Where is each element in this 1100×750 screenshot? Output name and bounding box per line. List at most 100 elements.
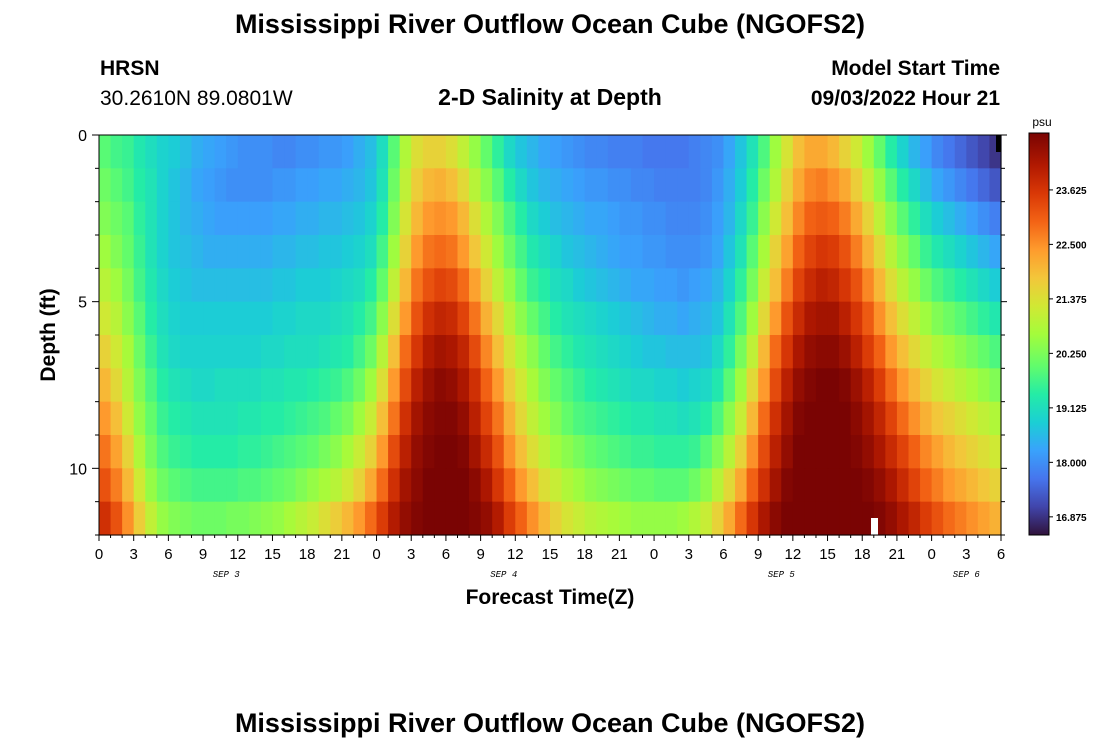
- heat-cell: [295, 268, 308, 303]
- second-chart-title: Mississippi River Outflow Ocean Cube (NG…: [234, 708, 866, 738]
- heat-cell: [862, 135, 875, 169]
- heat-cell: [943, 401, 956, 436]
- heat-cell: [619, 401, 632, 436]
- heat-cell: [584, 301, 597, 336]
- heat-cell: [977, 468, 991, 503]
- heat-cell: [480, 168, 493, 203]
- heat-cell: [284, 435, 297, 469]
- heat-cell: [781, 168, 794, 203]
- heat-cell: [156, 201, 169, 236]
- heat-cell: [399, 435, 412, 469]
- heat-cell: [862, 401, 875, 436]
- x-tick-label: 12: [229, 546, 246, 563]
- heat-cell: [341, 168, 355, 203]
- heat-cell: [746, 501, 759, 536]
- heat-cell: [920, 468, 933, 503]
- heat-cell: [711, 135, 725, 169]
- heat-cell: [561, 435, 574, 469]
- heat-cell: [804, 235, 817, 269]
- heat-cell: [226, 468, 239, 503]
- heat-cell: [804, 368, 817, 403]
- heat-cell: [214, 501, 227, 536]
- heat-cell: [249, 168, 262, 203]
- heat-cell: [908, 235, 921, 269]
- heat-cell: [607, 435, 620, 469]
- heat-cell: [330, 335, 343, 369]
- heat-cell: [966, 301, 979, 336]
- heat-cell: [561, 268, 574, 303]
- heat-cell: [168, 401, 181, 436]
- heat-cell: [943, 168, 956, 203]
- heat-cell: [526, 235, 540, 269]
- heat-cell: [110, 468, 123, 503]
- heat-cell: [630, 168, 644, 203]
- heat-cell: [364, 435, 378, 469]
- heat-cell: [156, 468, 169, 503]
- heat-cell: [295, 201, 308, 236]
- heat-cell: [480, 301, 493, 336]
- heat-cell: [850, 135, 863, 169]
- heat-cell: [931, 335, 944, 369]
- x-tick-label: 0: [372, 546, 380, 563]
- heat-cell: [931, 468, 944, 503]
- heat-cell: [827, 401, 840, 436]
- heat-cell: [839, 435, 852, 469]
- heat-cell: [226, 268, 239, 303]
- heat-cell: [341, 468, 355, 503]
- heat-cell: [665, 401, 678, 436]
- heat-cell: [665, 168, 678, 203]
- heat-cell: [989, 501, 1002, 536]
- heat-cell: [434, 501, 447, 536]
- x-axis: 0 3 6 9 12 15 18 21 0 3 6 9 12 15 18 21 0 3 6 9 12 15 18 21 0 3 6 S…: [95, 535, 1005, 580]
- heat-cell: [133, 435, 146, 469]
- heat-cell: [353, 368, 366, 403]
- heat-cell: [943, 268, 956, 303]
- heat-cell: [607, 368, 620, 403]
- heat-cell: [931, 435, 944, 469]
- heat-cell: [654, 268, 667, 303]
- heat-cell: [966, 435, 979, 469]
- heat-cell: [700, 268, 713, 303]
- heat-cell: [295, 335, 308, 369]
- heat-cell: [179, 268, 193, 303]
- heat-cell: [862, 468, 875, 503]
- heat-cell: [619, 301, 632, 336]
- heat-cell: [896, 368, 910, 403]
- heat-cell: [133, 401, 146, 436]
- heat-cell: [943, 335, 956, 369]
- heat-cell: [873, 135, 886, 169]
- heat-cell: [133, 268, 146, 303]
- heat-cell: [700, 501, 713, 536]
- heat-cell: [642, 401, 655, 436]
- heat-cell: [388, 468, 401, 503]
- heat-cell: [607, 335, 620, 369]
- heat-cell: [654, 301, 667, 336]
- heat-cell: [735, 268, 748, 303]
- heat-cell: [399, 135, 412, 169]
- heat-cell: [746, 468, 759, 503]
- heat-cell: [295, 435, 308, 469]
- heat-cell: [630, 301, 644, 336]
- y-tick-label: 5: [78, 295, 87, 312]
- heat-cell: [862, 268, 875, 303]
- heat-cell: [133, 368, 146, 403]
- heat-cell: [723, 201, 736, 236]
- heat-cell: [896, 335, 910, 369]
- heat-cell: [469, 435, 482, 469]
- heat-cell: [110, 401, 123, 436]
- heat-cell: [550, 301, 563, 336]
- heat-cell: [503, 135, 516, 169]
- heat-cell: [735, 468, 748, 503]
- heat-cell: [260, 468, 274, 503]
- heat-cell: [203, 501, 216, 536]
- heat-cell: [203, 201, 216, 236]
- heat-cell: [445, 501, 459, 536]
- heat-cell: [110, 235, 123, 269]
- colorbar-tick-label: 22.500: [1056, 240, 1087, 251]
- x-tick-label: 21: [611, 546, 628, 563]
- heat-cell: [873, 401, 886, 436]
- heat-cell: [203, 401, 216, 436]
- heat-cell: [307, 235, 320, 269]
- heat-cell: [364, 235, 378, 269]
- heat-cell: [260, 268, 274, 303]
